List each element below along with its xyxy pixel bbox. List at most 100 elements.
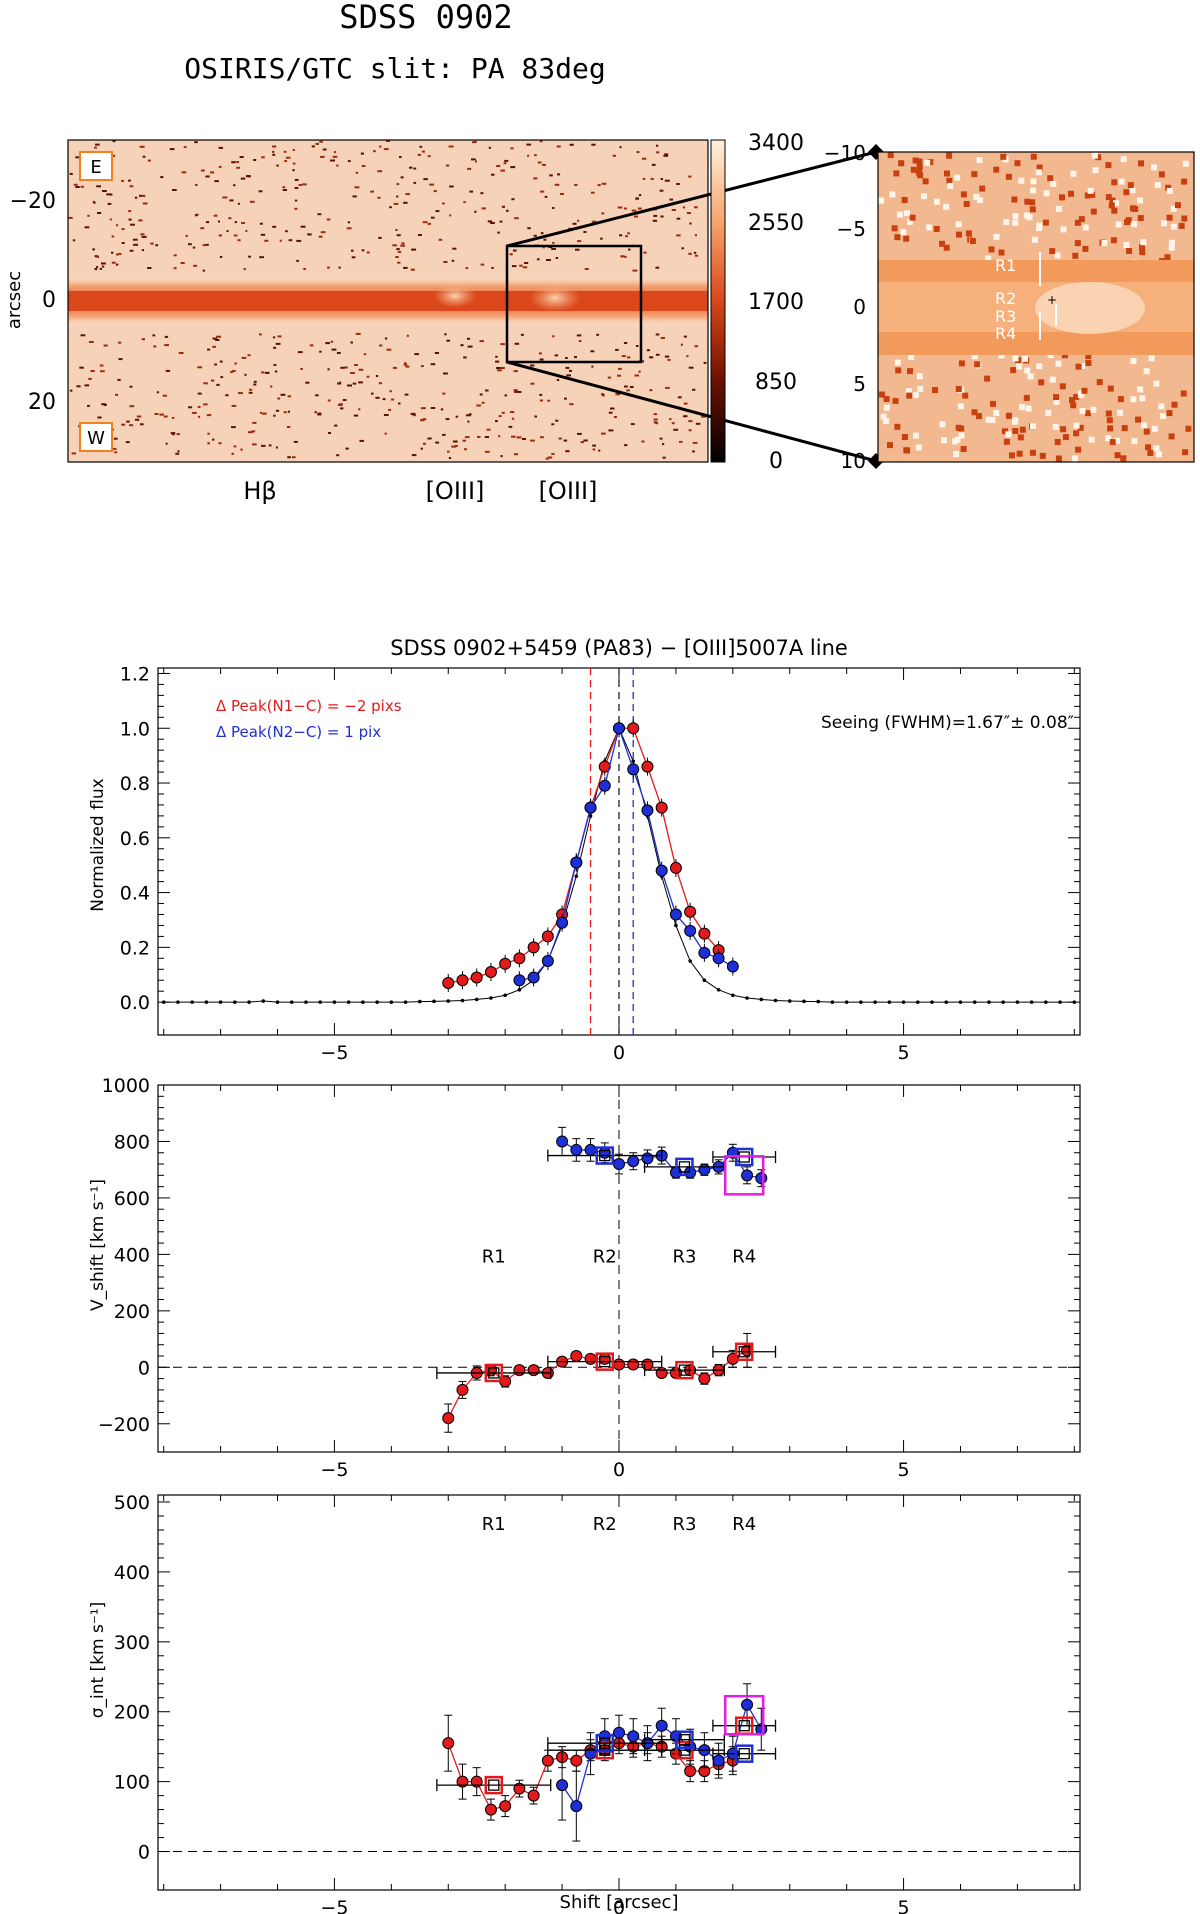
noise-speck	[539, 399, 543, 402]
noise-speck	[318, 235, 323, 238]
noise-speck	[317, 213, 322, 216]
noise-speck	[443, 261, 448, 263]
noise-speck	[239, 156, 244, 158]
noise-speck	[344, 366, 348, 369]
shift-xlabel: Shift [arcsec]	[560, 1892, 679, 1913]
noise-pixel	[1161, 220, 1167, 227]
noise-speck	[292, 149, 295, 151]
seeing-profile-point	[233, 1000, 237, 1004]
noise-speck	[228, 217, 232, 220]
noise-pixel	[943, 203, 950, 210]
noise-speck	[403, 266, 408, 269]
noise-speck	[688, 252, 692, 255]
noise-speck	[601, 432, 606, 435]
region-box	[723, 1694, 765, 1736]
region-box	[595, 1352, 615, 1371]
noise-pixel	[1089, 191, 1096, 198]
noise-speck	[635, 345, 639, 347]
flux-point	[584, 801, 597, 814]
noise-speck	[536, 258, 540, 261]
noise-speck	[655, 333, 660, 336]
noise-pixel	[1017, 434, 1024, 441]
noise-speck	[121, 179, 124, 182]
noise-speck	[463, 201, 466, 204]
noise-speck	[237, 392, 243, 395]
noise-speck	[273, 336, 276, 339]
noise-speck	[377, 170, 383, 173]
noise-speck	[590, 350, 595, 353]
noise-pixel	[915, 444, 922, 451]
seeing-profile-point	[844, 1000, 849, 1004]
noise-pixel	[973, 193, 980, 200]
noise-speck	[551, 248, 556, 250]
noise-speck	[680, 343, 683, 346]
flux-point	[669, 861, 682, 874]
noise-pixel	[1121, 425, 1128, 432]
data-point	[755, 1172, 768, 1185]
noise-pixel	[985, 416, 992, 423]
noise-speck	[259, 333, 262, 336]
noise-speck	[282, 189, 287, 191]
noise-speck	[511, 265, 517, 268]
noise-speck	[121, 423, 126, 426]
noise-speck	[138, 219, 143, 222]
hbeta-emission-blob	[529, 284, 581, 312]
noise-speck	[205, 175, 210, 178]
noise-speck	[624, 255, 627, 258]
region-label: R2	[593, 1514, 617, 1535]
noise-speck	[397, 250, 402, 253]
seeing-profile-point	[261, 999, 266, 1003]
noise-speck	[635, 197, 639, 200]
noise-pixel	[1151, 425, 1158, 432]
noise-speck	[360, 152, 364, 155]
noise-speck	[277, 335, 282, 338]
noise-pixel	[1030, 449, 1036, 456]
noise-speck	[396, 234, 401, 237]
seeing-profile-point	[161, 1000, 166, 1004]
seeing-profile-point	[915, 1000, 920, 1004]
noise-pixel	[1030, 187, 1036, 194]
noise-speck	[249, 388, 253, 391]
noise-speck	[115, 263, 119, 266]
noise-pixel	[963, 201, 970, 207]
noise-pixel	[1011, 196, 1018, 203]
seeing-profile-point	[887, 1000, 892, 1004]
noise-pixel	[1068, 190, 1074, 197]
flux-point	[698, 946, 711, 959]
noise-speck	[671, 422, 675, 425]
noise-speck	[574, 356, 577, 359]
noise-speck	[667, 358, 671, 361]
noise-speck	[608, 429, 614, 432]
noise-speck	[73, 183, 78, 186]
noise-pixel	[946, 177, 953, 184]
noise-pixel	[1130, 358, 1137, 365]
noise-pixel	[1118, 178, 1125, 185]
noise-pixel	[971, 353, 978, 360]
noise-pixel	[1075, 363, 1082, 370]
noise-speck	[237, 239, 241, 242]
noise-speck	[513, 370, 518, 373]
noise-speck	[259, 411, 262, 414]
noise-speck	[442, 433, 446, 436]
east-label: E	[90, 157, 101, 178]
noise-speck	[264, 371, 269, 374]
noise-speck	[694, 254, 699, 257]
noise-speck	[430, 216, 435, 219]
noise-speck	[487, 220, 493, 223]
noise-speck	[469, 190, 473, 193]
noise-speck	[601, 393, 604, 396]
noise-speck	[448, 145, 454, 148]
noise-speck	[253, 159, 257, 161]
noise-speck	[139, 145, 145, 148]
noise-speck	[442, 202, 445, 205]
noise-speck	[510, 147, 514, 150]
noise-speck	[634, 374, 640, 377]
seeing-profile-point	[517, 988, 522, 992]
noise-speck	[465, 414, 471, 417]
noise-speck	[114, 451, 118, 454]
flux-point	[570, 856, 583, 869]
noise-pixel	[1153, 380, 1160, 387]
flux-point	[513, 952, 526, 965]
noise-pixel	[892, 397, 899, 404]
noise-speck	[286, 426, 291, 428]
